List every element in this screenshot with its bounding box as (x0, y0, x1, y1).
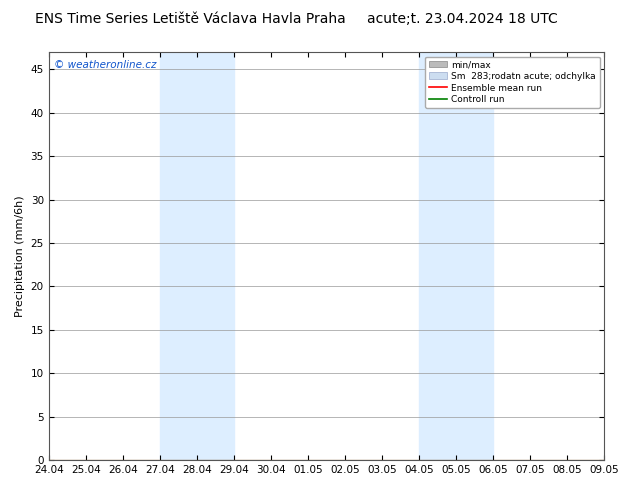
Text: ENS Time Series Letiště Václava Havla Praha: ENS Time Series Letiště Václava Havla Pr… (35, 12, 346, 26)
Text: © weatheronline.cz: © weatheronline.cz (55, 60, 157, 70)
Bar (160, 52, 234, 460)
Y-axis label: Precipitation (mm/6h): Precipitation (mm/6h) (15, 196, 25, 317)
Bar (419, 52, 493, 460)
Text: acute;t. 23.04.2024 18 UTC: acute;t. 23.04.2024 18 UTC (368, 12, 558, 26)
Legend: min/max, Sm  283;rodatn acute; odchylka, Ensemble mean run, Controll run: min/max, Sm 283;rodatn acute; odchylka, … (425, 56, 600, 108)
